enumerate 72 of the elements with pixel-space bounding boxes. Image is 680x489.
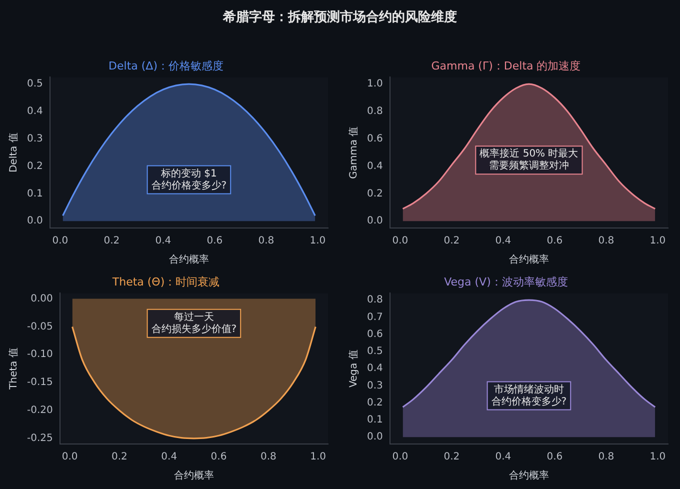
y-tick-label: -0.15	[27, 377, 53, 388]
x-tick-label: 0.4	[495, 236, 512, 247]
annotation: 每过一天	[174, 310, 214, 323]
y-tick-label: 0.1	[26, 188, 43, 200]
y-tick-label: 0.7	[366, 312, 383, 323]
y-tick-label: -0.10	[27, 349, 53, 360]
x-tick-label: 0.0	[392, 236, 408, 247]
chart-title: Delta (Δ)：价格敏感度	[108, 59, 224, 72]
x-tick-label: 0.2	[112, 452, 128, 463]
x-tick-label: 0.4	[161, 452, 178, 463]
x-tick-label: 0.4	[155, 236, 172, 247]
x-axis-title: 合约概率	[508, 470, 549, 482]
y-tick-label: 0.6	[366, 133, 383, 144]
y-tick-label: 0.00	[30, 293, 53, 304]
y-tick-label: 0.8	[366, 294, 383, 306]
annotation: 标的变动 $1	[160, 167, 217, 180]
x-tick-label: 0.8	[260, 452, 276, 463]
x-tick-label: 0.8	[258, 236, 274, 247]
x-tick-label: 0.0	[52, 236, 68, 247]
chart-title: Vega (V)：波动率敏感度	[444, 275, 568, 288]
y-tick-label: 0.4	[26, 106, 43, 118]
x-axis-title: 合约概率	[174, 470, 214, 482]
chart-title: Theta (Θ)：时间衰减	[111, 275, 220, 288]
y-tick-label: 0.0	[366, 216, 383, 227]
x-tick-label: 0.8	[598, 452, 614, 463]
x-tick-label: 0.2	[444, 452, 460, 463]
y-axis-title: Vega 值	[348, 350, 360, 388]
y-axis-title: Gamma 值	[348, 126, 360, 179]
y-tick-label: 1.0	[366, 78, 383, 90]
y-tick-label: 0.0	[366, 432, 383, 443]
x-tick-label: 0.2	[444, 236, 460, 247]
annotation: 合约价格变多少?	[491, 395, 567, 408]
x-tick-label: 0.6	[206, 236, 223, 247]
y-tick-label: 0.2	[366, 397, 383, 408]
y-tick-label: -0.05	[27, 321, 53, 332]
annotation: 合约价格变多少?	[151, 179, 227, 192]
y-tick-label: 0.6	[366, 328, 383, 340]
y-tick-label: 0.5	[366, 346, 383, 358]
y-tick-label: -0.25	[27, 433, 53, 444]
text: 希腊字母：拆解预测市场合约的风险维度	[222, 8, 458, 26]
y-tick-label: 0.4	[366, 363, 383, 374]
x-tick-label: 1.0	[650, 452, 666, 463]
y-tick-label: 0.3	[366, 380, 383, 392]
x-tick-label: 0.8	[598, 236, 614, 247]
x-tick-label: 0.6	[546, 452, 563, 463]
x-tick-label: 0.4	[495, 452, 512, 463]
chart-title: Gamma (Γ)：Delta 的加速度	[431, 59, 581, 72]
x-tick-label: 0.6	[210, 452, 227, 463]
y-tick-label: 0.3	[26, 133, 43, 144]
x-tick-label: 1.0	[310, 452, 326, 463]
annotation: 市场情绪波动时	[494, 383, 564, 396]
x-axis-title: 合约概率	[508, 254, 549, 266]
y-axis-title: Theta 值	[8, 348, 20, 391]
y-tick-label: 0.4	[366, 160, 383, 172]
y-axis-title: Delta 值	[8, 132, 20, 173]
x-axis-title: 合约概率	[168, 254, 209, 266]
y-tick-label: 0.0	[26, 216, 43, 227]
x-tick-label: 1.0	[310, 236, 326, 247]
x-tick-label: 0.2	[104, 236, 120, 247]
y-tick-label: 0.5	[26, 78, 43, 90]
x-tick-label: 0.6	[546, 236, 563, 247]
y-tick-label: -0.20	[27, 405, 53, 416]
x-tick-label: 0.0	[392, 452, 408, 463]
x-tick-label: 0.0	[62, 452, 78, 463]
y-tick-label: 0.2	[366, 188, 383, 200]
annotation: 概率接近 50% 时最大	[480, 148, 578, 160]
annotation: 需要频繁调整对冲	[488, 160, 569, 172]
y-tick-label: 0.8	[366, 106, 383, 118]
y-tick-label: 0.2	[26, 160, 43, 172]
x-tick-label: 1.0	[650, 236, 666, 247]
annotation: 合约损失多少价值?	[151, 322, 237, 335]
y-tick-label: 0.1	[366, 414, 383, 426]
